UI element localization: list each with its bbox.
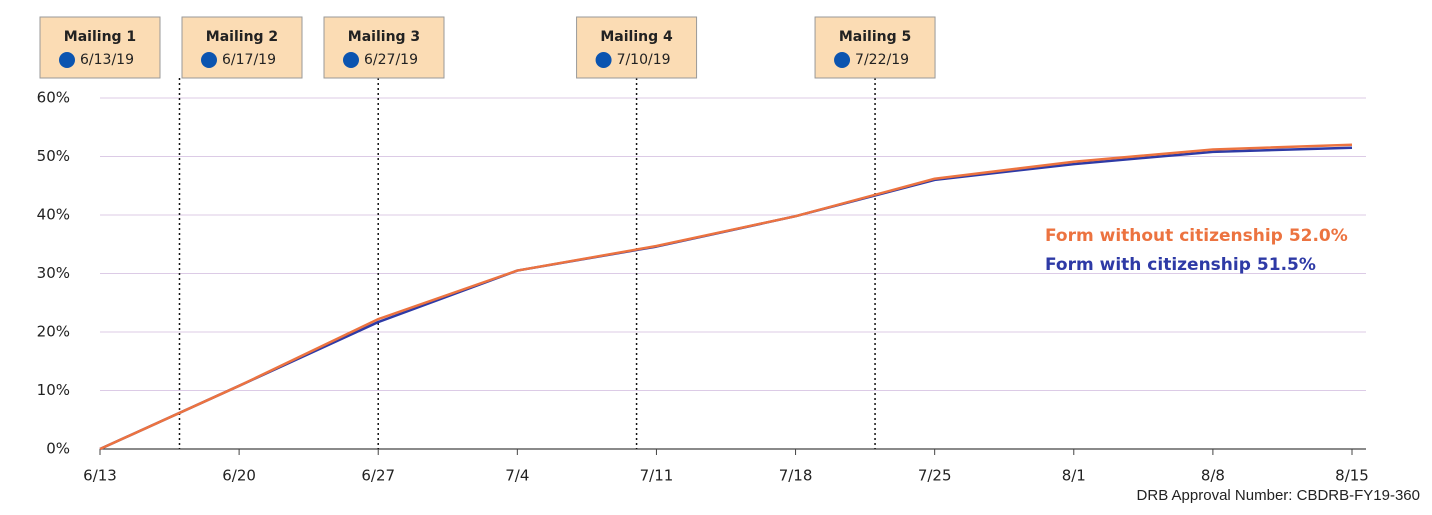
- y-tick-label: 50%: [37, 147, 70, 165]
- y-tick-label: 10%: [37, 381, 70, 399]
- x-tick-label: 8/8: [1201, 467, 1225, 485]
- x-tick-label: 7/25: [918, 467, 952, 485]
- y-tick-label: 0%: [46, 440, 70, 458]
- mailing-box: [814, 16, 936, 79]
- y-tick-label: 30%: [37, 264, 70, 282]
- y-tick-label: 60%: [37, 89, 70, 107]
- mailing-dot: [343, 52, 359, 68]
- mailing-label: Mailing 3: [348, 29, 420, 45]
- series-name: Form without citizenship: [1045, 226, 1283, 246]
- series-line: [99, 143, 1353, 451]
- x-tick-label: 7/11: [640, 467, 674, 485]
- mailing-label: Mailing 1: [64, 29, 136, 45]
- footnote: DRB Approval Number: CBDRB-FY19-360: [1137, 487, 1420, 504]
- x-tick-label: 6/20: [222, 467, 256, 485]
- mailing-dot: [59, 52, 75, 68]
- series-line: [99, 146, 1353, 451]
- mailing-date: 7/10/19: [617, 52, 671, 68]
- mailing-date: 7/22/19: [855, 52, 909, 68]
- y-tick-label: 40%: [37, 206, 70, 224]
- x-tick-label: 8/15: [1335, 467, 1369, 485]
- mailing-dot: [834, 52, 851, 68]
- mailing-date: 6/13/19: [80, 52, 134, 68]
- mailing-box: [323, 16, 445, 79]
- series-name: Form with citizenship: [1045, 255, 1251, 275]
- x-tick-label: 7/18: [779, 467, 813, 485]
- series-label: Form with citizenship 51.5%: [1045, 255, 1316, 275]
- mailing-label: Mailing 2: [206, 29, 278, 45]
- mailing-date: 6/17/19: [222, 52, 276, 68]
- mailing-box: [181, 16, 303, 79]
- series-value-label: 51.5%: [1257, 255, 1316, 275]
- x-tick-label: 6/27: [361, 467, 395, 485]
- series-label: Form without citizenship 52.0%: [1045, 226, 1348, 246]
- mailing-box: [39, 16, 161, 79]
- mailing-dot: [201, 52, 217, 68]
- mailing-box: [576, 16, 698, 79]
- mailing-date: 6/27/19: [364, 52, 418, 68]
- x-tick-label: 6/13: [83, 467, 117, 485]
- x-tick-label: 8/1: [1062, 467, 1086, 485]
- mailing-dot: [595, 52, 612, 68]
- series-value-label: 52.0%: [1289, 226, 1348, 246]
- mailing-label: Mailing 5: [839, 29, 911, 45]
- mailing-label: Mailing 4: [600, 29, 673, 45]
- y-tick-label: 20%: [37, 323, 70, 341]
- x-tick-label: 7/4: [505, 467, 529, 485]
